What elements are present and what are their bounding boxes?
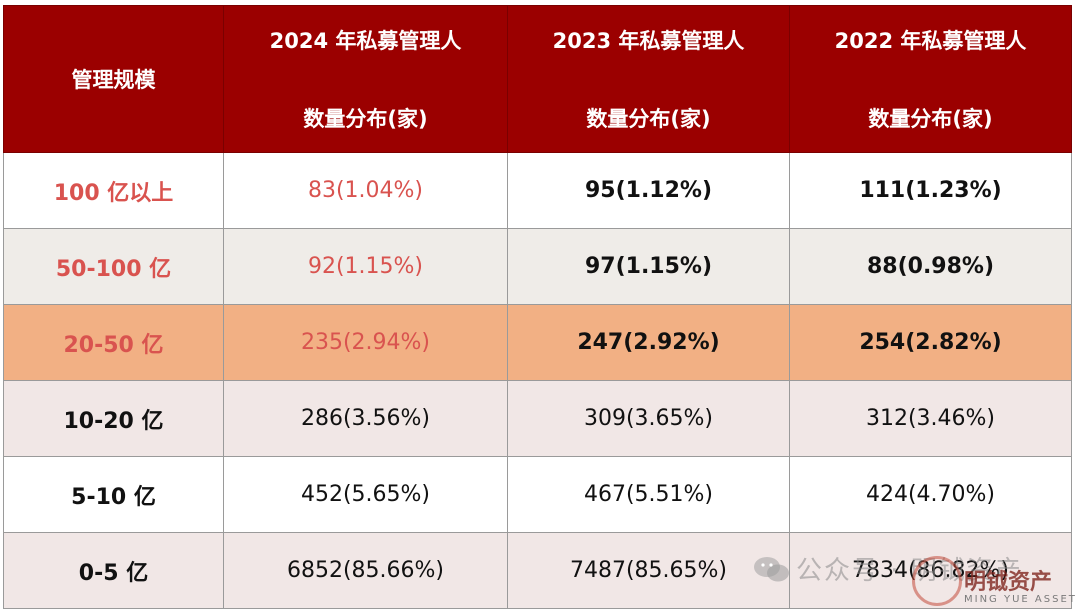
manager-distribution-table: 管理规模 2024 年私募管理人 数量分布(家) 2023 年私募管理人 数量分… [3, 5, 1072, 609]
cell-2022: 88(0.98%) [789, 228, 1072, 305]
header-row: 管理规模 2024 年私募管理人 数量分布(家) 2023 年私募管理人 数量分… [3, 5, 1072, 153]
cell-2023: 247(2.92%) [507, 304, 790, 381]
cell-2023: 467(5.51%) [507, 456, 790, 533]
cell-2023: 97(1.15%) [507, 228, 790, 305]
header-2022-title: 2022 年私募管理人 [834, 29, 1027, 53]
cell-2022: 312(3.46%) [789, 380, 1072, 457]
header-2023: 2023 年私募管理人 数量分布(家) [507, 5, 790, 153]
table-row: 0-5 亿 6852(85.66%) 7487(85.65%) 7834(86.… [3, 532, 1072, 609]
cell-scale: 5-10 亿 [3, 456, 224, 533]
header-2022-subtitle: 数量分布(家) [868, 107, 993, 131]
header-2024: 2024 年私募管理人 数量分布(家) [223, 5, 508, 153]
cell-2024: 286(3.56%) [223, 380, 508, 457]
table-row: 50-100 亿 92(1.15%) 97(1.15%) 88(0.98%) [3, 228, 1072, 305]
table-row: 10-20 亿 286(3.56%) 309(3.65%) 312(3.46%) [3, 380, 1072, 457]
cell-2024: 452(5.65%) [223, 456, 508, 533]
table-row: 5-10 亿 452(5.65%) 467(5.51%) 424(4.70%) [3, 456, 1072, 533]
header-2023-title: 2023 年私募管理人 [552, 29, 745, 53]
cell-2024: 6852(85.66%) [223, 532, 508, 609]
header-2023-subtitle: 数量分布(家) [586, 107, 711, 131]
cell-2022: 111(1.23%) [789, 152, 1072, 229]
cell-2024: 83(1.04%) [223, 152, 508, 229]
table-row: 100 亿以上 83(1.04%) 95(1.12%) 111(1.23%) [3, 152, 1072, 229]
cell-2024: 235(2.94%) [223, 304, 508, 381]
cell-2022: 254(2.82%) [789, 304, 1072, 381]
cell-2022: 424(4.70%) [789, 456, 1072, 533]
cell-2024: 92(1.15%) [223, 228, 508, 305]
table-row: 20-50 亿 235(2.94%) 247(2.92%) 254(2.82%) [3, 304, 1072, 381]
header-scale: 管理规模 [3, 5, 224, 153]
cell-scale: 20-50 亿 [3, 304, 224, 381]
header-2024-subtitle: 数量分布(家) [303, 107, 428, 131]
cell-2023: 95(1.12%) [507, 152, 790, 229]
cell-2023: 309(3.65%) [507, 380, 790, 457]
header-2024-title: 2024 年私募管理人 [269, 29, 462, 53]
cell-2022: 7834(86.82%) [789, 532, 1072, 609]
cell-2023: 7487(85.65%) [507, 532, 790, 609]
cell-scale: 10-20 亿 [3, 380, 224, 457]
cell-scale: 0-5 亿 [3, 532, 224, 609]
header-2022: 2022 年私募管理人 数量分布(家) [789, 5, 1072, 153]
cell-scale: 50-100 亿 [3, 228, 224, 305]
cell-scale: 100 亿以上 [3, 152, 224, 229]
